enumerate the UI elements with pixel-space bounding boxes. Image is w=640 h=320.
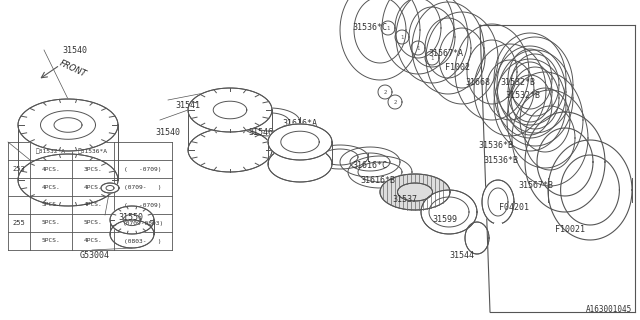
- Text: (   -0709): ( -0709): [124, 203, 162, 207]
- Polygon shape: [380, 174, 450, 210]
- Polygon shape: [340, 0, 420, 80]
- Text: 5PCS.: 5PCS.: [42, 238, 60, 244]
- Text: 31532*B: 31532*B: [505, 91, 540, 100]
- Polygon shape: [412, 2, 484, 94]
- Polygon shape: [18, 154, 118, 206]
- Text: 31537: 31537: [392, 196, 417, 204]
- Polygon shape: [18, 99, 118, 151]
- Polygon shape: [397, 183, 433, 201]
- Polygon shape: [494, 59, 566, 151]
- Text: 31546: 31546: [248, 127, 273, 137]
- Polygon shape: [340, 147, 400, 177]
- Text: (0803-   ): (0803- ): [124, 238, 162, 244]
- Text: 4PCS.: 4PCS.: [42, 166, 60, 172]
- Polygon shape: [110, 206, 154, 234]
- Text: 1: 1: [387, 26, 390, 30]
- Text: 31668: 31668: [465, 77, 490, 86]
- Text: 31550: 31550: [118, 213, 143, 222]
- Text: 5PCS.: 5PCS.: [42, 203, 60, 207]
- Polygon shape: [101, 183, 119, 193]
- Polygon shape: [348, 156, 412, 188]
- Text: 31532*B: 31532*B: [500, 77, 535, 86]
- Polygon shape: [426, 12, 498, 104]
- Polygon shape: [188, 88, 272, 132]
- Text: F10021: F10021: [555, 226, 585, 235]
- Polygon shape: [396, 0, 468, 83]
- Polygon shape: [465, 222, 489, 254]
- Text: 31616*B: 31616*B: [360, 175, 395, 185]
- Text: 31536*B: 31536*B: [483, 156, 518, 164]
- Polygon shape: [110, 220, 154, 248]
- Text: 4PCS.: 4PCS.: [84, 203, 102, 207]
- Text: 4PCS.: 4PCS.: [42, 185, 60, 189]
- Text: 31514: 31514: [295, 140, 320, 149]
- Polygon shape: [268, 124, 332, 160]
- Polygon shape: [455, 24, 529, 120]
- Polygon shape: [525, 112, 605, 212]
- Text: G53004: G53004: [80, 251, 110, 260]
- Polygon shape: [512, 90, 588, 186]
- Text: 31544: 31544: [449, 251, 474, 260]
- Text: 31536*B: 31536*B: [478, 140, 513, 149]
- Text: 31567*A: 31567*A: [428, 49, 463, 58]
- Polygon shape: [548, 140, 632, 240]
- Text: F1002: F1002: [445, 62, 470, 71]
- Text: 4PCS.: 4PCS.: [84, 238, 102, 244]
- Polygon shape: [474, 44, 546, 136]
- Text: (   -0709): ( -0709): [124, 166, 162, 172]
- Text: ②31536*A: ②31536*A: [78, 148, 108, 154]
- Text: 1: 1: [400, 35, 404, 39]
- Polygon shape: [240, 108, 300, 136]
- Polygon shape: [507, 72, 583, 168]
- Polygon shape: [382, 0, 454, 74]
- Text: 31616*C: 31616*C: [352, 161, 387, 170]
- Polygon shape: [482, 180, 514, 224]
- Text: ①31532*A: ①31532*A: [36, 148, 66, 154]
- Polygon shape: [312, 145, 368, 169]
- Text: 253: 253: [13, 166, 26, 172]
- Text: 5PCS.: 5PCS.: [84, 220, 102, 226]
- Text: (0709-0803): (0709-0803): [122, 220, 164, 226]
- Text: 1: 1: [430, 55, 434, 60]
- Text: 5PCS.: 5PCS.: [42, 220, 60, 226]
- Text: 2: 2: [393, 100, 397, 105]
- Text: (0709-   ): (0709- ): [124, 185, 162, 189]
- Polygon shape: [497, 37, 573, 133]
- Polygon shape: [268, 146, 332, 182]
- Polygon shape: [421, 190, 477, 234]
- Text: F04201: F04201: [499, 203, 529, 212]
- Text: 31599: 31599: [432, 215, 457, 225]
- Text: 31540: 31540: [63, 45, 88, 54]
- Text: 1: 1: [416, 45, 420, 51]
- Text: 31540: 31540: [156, 127, 180, 137]
- Text: 2: 2: [383, 90, 387, 94]
- Polygon shape: [494, 33, 566, 125]
- Text: 31541: 31541: [175, 100, 200, 109]
- Polygon shape: [497, 50, 573, 146]
- Text: A163001045: A163001045: [586, 305, 632, 314]
- Text: 3PCS.: 3PCS.: [84, 166, 102, 172]
- Text: 31567*B: 31567*B: [518, 180, 553, 189]
- Text: 4PCS.: 4PCS.: [84, 185, 102, 189]
- Text: 31536*C: 31536*C: [353, 22, 387, 31]
- Text: 31616*A: 31616*A: [282, 118, 317, 127]
- Polygon shape: [188, 128, 272, 172]
- Polygon shape: [494, 46, 566, 138]
- Text: 255: 255: [13, 220, 26, 226]
- Text: FRONT: FRONT: [58, 59, 88, 79]
